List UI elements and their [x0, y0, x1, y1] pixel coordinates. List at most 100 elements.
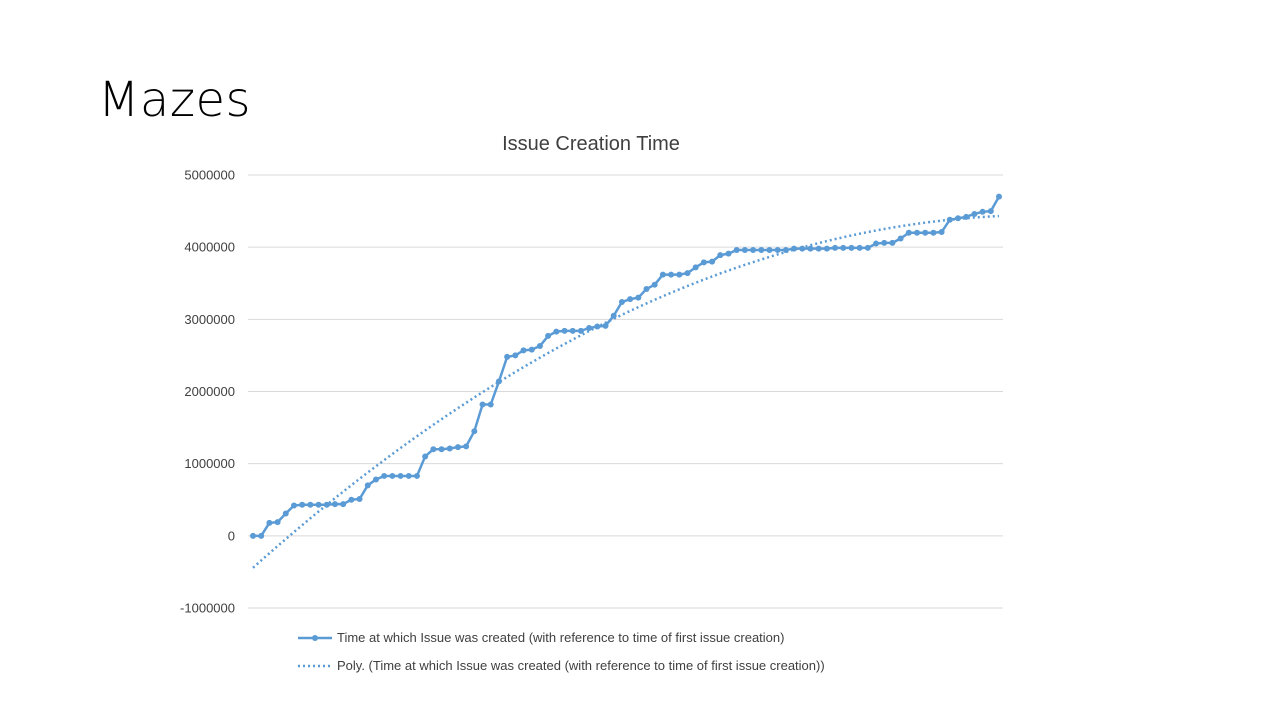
- data-point: [250, 532, 256, 539]
- data-point: [684, 270, 691, 277]
- data-point: [528, 346, 535, 353]
- data-point: [897, 235, 904, 242]
- data-point: [405, 472, 412, 479]
- data-point: [676, 271, 683, 278]
- data-point: [389, 472, 396, 479]
- data-point: [323, 501, 330, 508]
- trendline: [252, 214, 1000, 569]
- data-point: [725, 250, 732, 257]
- data-point: [971, 210, 978, 217]
- data-point: [512, 352, 519, 359]
- data-point: [430, 446, 437, 453]
- data-point: [594, 323, 601, 330]
- slide-title: Mazes: [98, 72, 252, 128]
- legend-label-series: Time at which Issue was created (with re…: [337, 630, 784, 645]
- data-point: [307, 501, 314, 508]
- data-point: [463, 443, 470, 450]
- data-point: [807, 245, 814, 252]
- data-point: [422, 453, 429, 460]
- y-tick-label: 2000000: [184, 384, 235, 399]
- data-point: [922, 229, 929, 236]
- data-point: [717, 252, 724, 259]
- data-point: [766, 247, 773, 254]
- data-point: [610, 312, 617, 319]
- data-point: [577, 327, 584, 334]
- data-point: [864, 244, 871, 251]
- data-point: [274, 519, 281, 526]
- data-point: [938, 229, 945, 236]
- data-point: [340, 501, 347, 508]
- data-point: [873, 240, 880, 247]
- y-tick-label: 1000000: [184, 456, 235, 471]
- data-point: [709, 258, 716, 265]
- data-point: [799, 245, 806, 252]
- data-point: [651, 281, 658, 288]
- data-point: [659, 271, 666, 278]
- data-point: [815, 245, 822, 252]
- data-point: [553, 328, 560, 335]
- data-point: [832, 244, 839, 251]
- data-point: [569, 327, 576, 334]
- data-point: [979, 208, 986, 215]
- y-tick-label: -1000000: [180, 601, 235, 616]
- data-point: [438, 446, 445, 453]
- data-point: [266, 519, 273, 526]
- data-point: [963, 213, 970, 220]
- series-layer: [250, 193, 1002, 539]
- data-point: [996, 193, 1002, 200]
- data-point: [381, 472, 388, 479]
- data-point: [889, 239, 896, 246]
- data-point: [930, 229, 937, 236]
- data-point: [914, 229, 921, 236]
- data-point: [290, 502, 297, 509]
- data-point: [471, 428, 478, 435]
- data-point: [856, 244, 863, 251]
- data-point: [848, 244, 855, 251]
- data-point: [643, 286, 650, 293]
- data-point: [454, 444, 461, 451]
- data-point: [782, 247, 789, 254]
- data-point: [692, 264, 699, 271]
- data-point: [487, 401, 494, 408]
- data-point: [356, 496, 363, 503]
- legend-item-series: Time at which Issue was created (with re…: [298, 630, 784, 645]
- data-point: [331, 501, 338, 508]
- data-point: [758, 247, 765, 254]
- data-point: [586, 324, 593, 331]
- data-point: [545, 332, 552, 339]
- data-point: [536, 343, 543, 350]
- data-point: [823, 245, 830, 252]
- gridlines: [248, 174, 1003, 609]
- data-point: [520, 347, 527, 354]
- data-point: [635, 294, 642, 301]
- data-point: [602, 322, 609, 329]
- y-tick-label: 0: [228, 528, 235, 543]
- data-point: [881, 239, 888, 246]
- legend-label-trendline: Poly. (Time at which Issue was created (…: [337, 658, 825, 673]
- data-point: [955, 215, 962, 222]
- data-point: [479, 401, 486, 408]
- y-axis-ticks: 5000000 4000000 3000000 2000000 1000000 0 -100…: [180, 168, 235, 616]
- trendline-layer: [252, 214, 1000, 569]
- data-point: [299, 501, 306, 508]
- data-point: [791, 245, 798, 252]
- y-tick-label: 4000000: [184, 240, 235, 255]
- data-point: [397, 472, 404, 479]
- data-point: [282, 510, 289, 517]
- data-point: [741, 247, 748, 254]
- data-point: [627, 296, 634, 303]
- data-point: [946, 216, 953, 223]
- chart-title: Issue Creation Time: [502, 133, 680, 155]
- y-tick-label: 5000000: [184, 168, 235, 183]
- data-point: [561, 327, 568, 334]
- data-point: [774, 247, 781, 254]
- legend-item-trendline: Poly. (Time at which Issue was created (…: [298, 658, 825, 673]
- data-point: [504, 353, 511, 360]
- data-point: [495, 378, 502, 385]
- data-point: [733, 247, 740, 254]
- y-tick-label: 3000000: [184, 312, 235, 327]
- data-point: [700, 259, 707, 266]
- data-point: [618, 299, 625, 306]
- data-point: [348, 496, 355, 503]
